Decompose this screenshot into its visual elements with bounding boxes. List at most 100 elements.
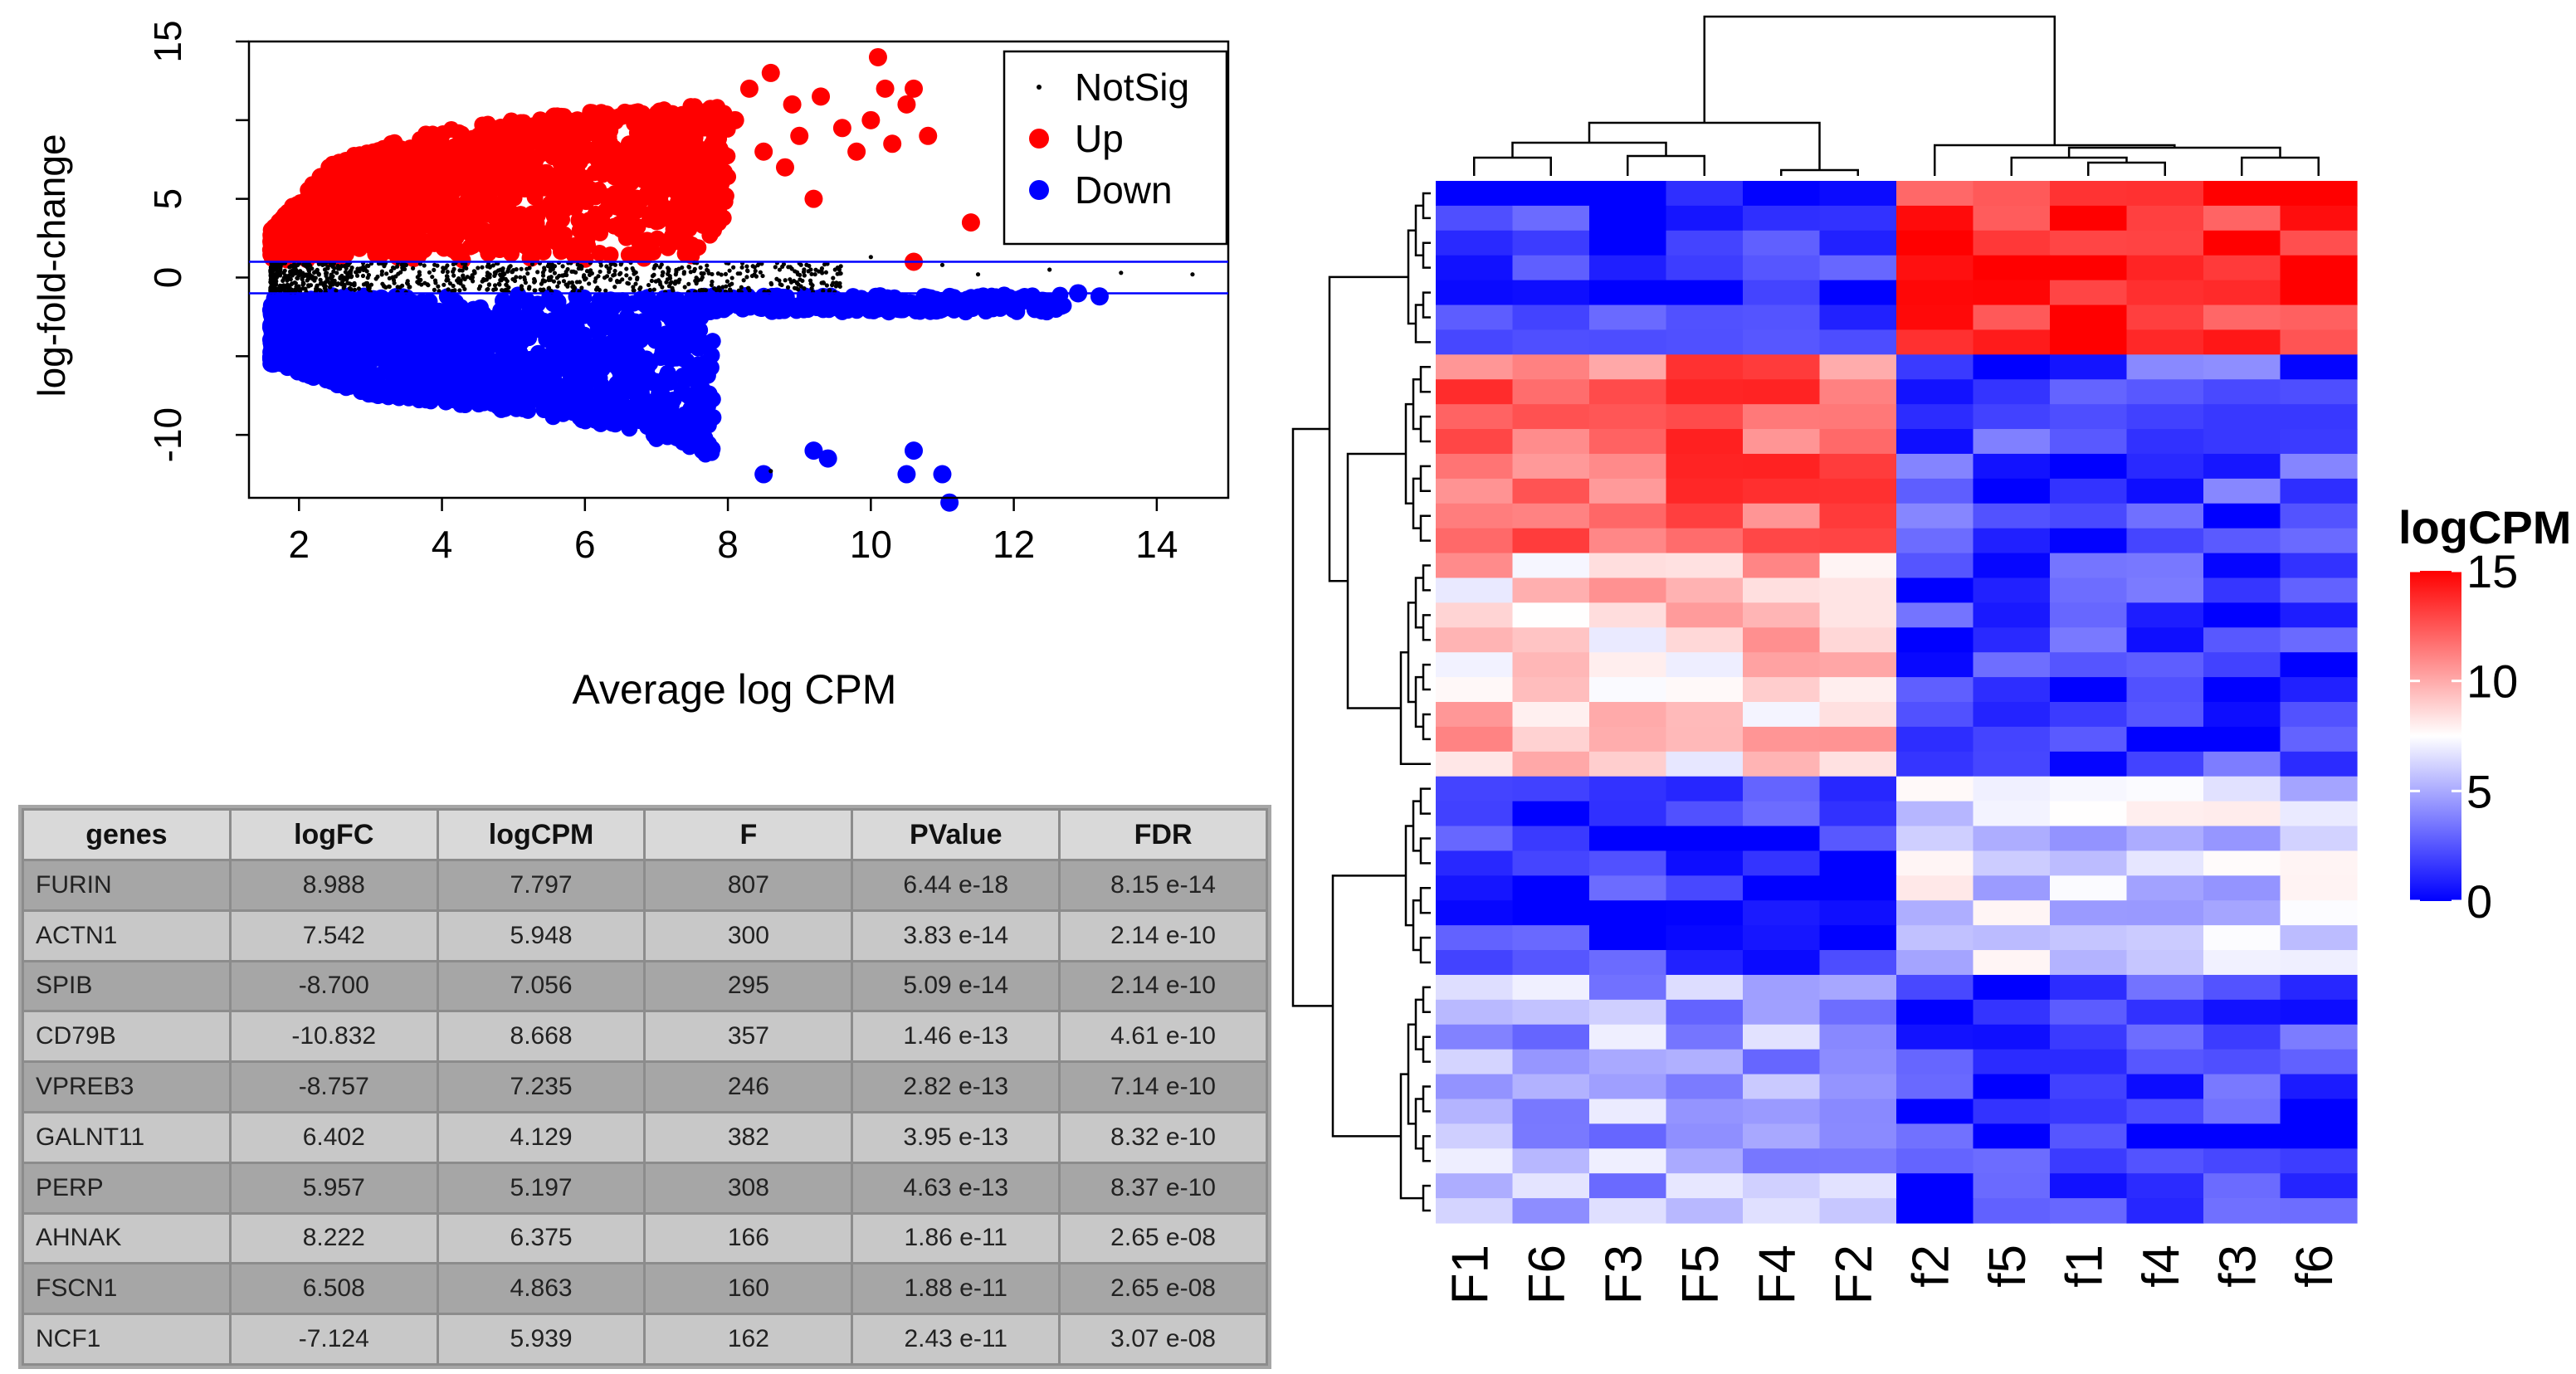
notsig-point: [798, 284, 803, 289]
notsig-point: [500, 275, 505, 280]
heatmap-cell: [2050, 503, 2128, 529]
down-point: [322, 329, 339, 347]
heatmap-cell: [2280, 726, 2358, 753]
heatmap-cell: [1589, 478, 1667, 504]
down-point: [462, 358, 480, 376]
up-point: [480, 127, 497, 144]
down-point: [867, 300, 885, 318]
up-point: [500, 230, 517, 247]
heatmap-cell: [1896, 354, 1974, 380]
dendrogram-branch: [1934, 144, 2176, 176]
heatmap-cell: [2126, 255, 2204, 281]
notsig-point: [338, 275, 343, 280]
up-point: [511, 207, 529, 225]
heatmap-cell: [2050, 1099, 2128, 1124]
heatmap-cell: [1589, 404, 1667, 430]
heatmap-cell: [1973, 627, 2051, 653]
dendrogram-branch: [1780, 168, 1859, 176]
notsig-point: [754, 274, 759, 279]
up-point: [619, 168, 637, 186]
heatmap-cell: [1896, 404, 1974, 430]
notsig-point: [507, 265, 512, 270]
results-table-wrap: genes logFC logCPM F PValue FDR FURIN 8.988 7.7…: [18, 805, 1271, 1369]
dendrogram-branch: [1414, 998, 1423, 1050]
table-cell: 8.222: [228, 1211, 439, 1265]
up-point: [533, 236, 550, 253]
heatmap-cell: [1743, 1099, 1821, 1124]
notsig-point: [436, 284, 441, 289]
table-cell: 8.32 e-10: [1058, 1110, 1268, 1164]
up-point: [649, 230, 666, 247]
up-point: [433, 201, 451, 218]
up-point: [775, 158, 794, 177]
heatmap-cell: [1973, 726, 2051, 753]
heatmap-cell: [1819, 553, 1897, 579]
heatmap-cell: [2280, 478, 2358, 504]
dendrogram-branch: [1419, 514, 1431, 542]
heatmap-cell: [1589, 652, 1667, 678]
heatmap-cell: [1512, 181, 1590, 207]
heatmap-cell: [1973, 925, 2051, 951]
heatmap-cell: [1666, 850, 1744, 876]
notsig-point: [551, 279, 557, 284]
up-point: [442, 121, 460, 139]
notsig-point: [498, 267, 503, 272]
heatmap-cell: [1666, 627, 1744, 653]
notsig-point: [809, 285, 814, 291]
notsig-point: [604, 274, 610, 279]
heatmap-cell: [2203, 230, 2281, 256]
notsig-point: [1119, 270, 1124, 275]
notsig-point: [527, 285, 532, 290]
heatmap-cell: [1973, 1198, 2051, 1224]
table-cell: 300: [643, 909, 854, 962]
notsig-point: [344, 277, 349, 282]
heatmap-cell: [2126, 1148, 2204, 1174]
notsig-point: [682, 285, 687, 290]
up-point: [427, 158, 445, 176]
notsig-point: [471, 279, 476, 284]
up-point: [340, 194, 358, 212]
heatmap-cell: [1589, 1148, 1667, 1174]
heatmap-cell: [2280, 974, 2358, 1001]
notsig-point: [821, 280, 827, 285]
heatmap-cell: [1512, 826, 1590, 852]
heatmap-cell: [1436, 577, 1514, 603]
table-row: VPREB3 -8.757 7.235 246 2.82 e-13 7.14 e-10: [22, 1060, 1268, 1113]
up-point: [683, 247, 700, 265]
colorbar-bar: [2410, 571, 2461, 901]
dendrogram-branch: [1414, 204, 1423, 256]
heatmap-cell: [1743, 801, 1821, 827]
heatmap-cell: [1666, 726, 1744, 753]
heatmap-cell: [1589, 181, 1667, 207]
notsig-point: [269, 280, 274, 285]
table-cell: 7.056: [436, 959, 646, 1013]
heatmap-cell: [1896, 1074, 1974, 1100]
heatmap-cell: [1666, 999, 1744, 1026]
heatmap-cell: [2126, 776, 2204, 802]
heatmap-cell: [2203, 726, 2281, 753]
x-tick-label: 2: [288, 523, 310, 566]
heatmap-cell: [1666, 776, 1744, 802]
notsig-point: [635, 277, 640, 282]
notsig-point: [430, 275, 435, 280]
notsig-point: [328, 275, 334, 280]
down-point: [336, 316, 354, 334]
down-point: [271, 324, 288, 342]
notsig-point: [294, 270, 299, 275]
notsig-point: [379, 272, 384, 277]
heatmap-cell: [2280, 602, 2358, 628]
notsig-point: [709, 282, 715, 288]
notsig-point: [729, 275, 734, 280]
down-point: [499, 390, 516, 407]
heatmap-cell: [1512, 503, 1590, 529]
notsig-point: [301, 273, 307, 279]
up-point: [562, 188, 579, 206]
heatmap-cell: [1436, 950, 1514, 976]
down-point: [389, 329, 407, 347]
heatmap-cell: [2050, 776, 2128, 802]
heatmap-cell: [2203, 1099, 2281, 1124]
heatmap-cell: [1896, 1198, 1974, 1224]
notsig-point: [366, 272, 372, 278]
dendrogram-branch: [1422, 663, 1431, 691]
down-point: [603, 397, 620, 414]
